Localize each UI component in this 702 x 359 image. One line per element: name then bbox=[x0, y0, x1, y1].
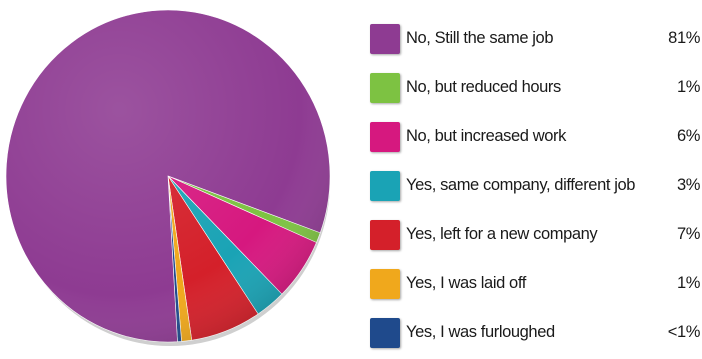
legend-label: Yes, I was laid off bbox=[406, 274, 526, 292]
pie-chart bbox=[5, 9, 331, 346]
legend-label: No, Still the same job bbox=[406, 29, 554, 47]
legend-swatch bbox=[370, 269, 400, 299]
legend-swatch bbox=[370, 220, 400, 250]
legend-value: 6% bbox=[676, 127, 700, 145]
legend-label: Yes, I was furloughed bbox=[406, 323, 555, 341]
legend-value: 7% bbox=[676, 225, 700, 243]
legend-value: 3% bbox=[676, 176, 700, 194]
legend-swatch bbox=[370, 24, 400, 54]
legend-swatch bbox=[370, 318, 400, 348]
legend-swatch bbox=[370, 122, 400, 152]
legend-item: No, Still the same job 81% bbox=[370, 20, 700, 60]
legend-item: Yes, left for a new company 7% bbox=[370, 216, 700, 256]
legend-item: Yes, same company, different job 3% bbox=[370, 167, 700, 207]
pie-slices bbox=[5, 9, 331, 343]
legend-label: Yes, left for a new company bbox=[406, 225, 598, 243]
legend-value: 1% bbox=[676, 78, 700, 96]
legend-value: <1% bbox=[667, 323, 701, 341]
legend-item: Yes, I was laid off 1% bbox=[370, 265, 700, 305]
legend-label: No, but reduced hours bbox=[406, 78, 561, 96]
legend-value: 81% bbox=[668, 29, 700, 47]
legend-item: No, but increased work 6% bbox=[370, 118, 700, 158]
legend-item: Yes, I was furloughed <1% bbox=[370, 314, 700, 354]
legend-swatch bbox=[370, 73, 400, 103]
legend-swatch bbox=[370, 171, 400, 201]
legend-label: Yes, same company, different job bbox=[406, 176, 636, 194]
legend-label: No, but increased work bbox=[406, 127, 566, 145]
legend-item: No, but reduced hours 1% bbox=[370, 69, 700, 109]
legend-value: 1% bbox=[676, 274, 700, 292]
